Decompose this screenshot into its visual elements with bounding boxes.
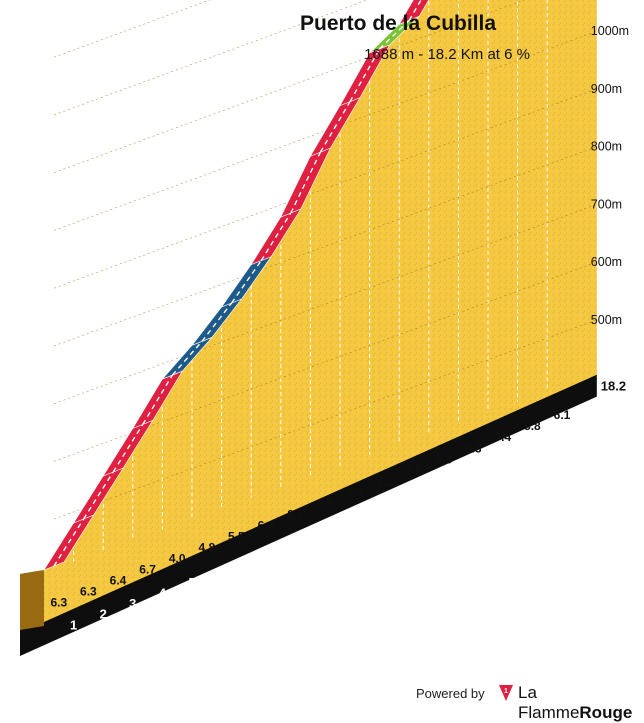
ribbon-centerline-km-10 (319, 101, 351, 153)
gridline-1100 (53, 0, 526, 173)
ribbon-centerline-km-13 (408, 0, 422, 21)
brand-name-bold: Rouge (579, 703, 633, 722)
y-tick-label-800: 800m (591, 140, 622, 154)
km-label-11: 11 (363, 511, 377, 526)
gradient-label-km-11: 7.3 (346, 485, 363, 499)
gradient-label-km-16: 7.4 (494, 430, 511, 444)
km-label-3: 3 (129, 596, 136, 611)
brand-name-regular: La Flamme (518, 683, 580, 722)
gradient-label-km-10: 6.9 (317, 496, 334, 510)
ribbon-centerline-km-5 (171, 340, 203, 376)
gradient-label-km-4: 6.7 (139, 563, 156, 577)
gridline-1200 (53, 0, 368, 116)
ribbon-centerline-km-9 (290, 151, 322, 214)
chart-title: Puerto de la Cubilla (300, 12, 497, 35)
y-tick-label-1000: 1000m (591, 24, 629, 38)
gradient-label-km-6: 4.8 (198, 541, 215, 555)
km-label-12: 12 (392, 500, 406, 515)
profile-area (44, 0, 597, 622)
gradient-label-km-8: 6.4 (258, 518, 275, 532)
gridline-1000 (53, 30, 597, 231)
base-front (20, 374, 597, 656)
km-label-6: 6 (218, 564, 225, 579)
ribbon-centerline-km-2 (83, 471, 114, 520)
gradient-label-km-2: 6.3 (80, 585, 97, 599)
km-label-7: 7 (248, 554, 255, 569)
gradient-label-km-12: 3.1 (376, 474, 393, 488)
km-label-9: 9 (307, 532, 314, 547)
profile-left-face (20, 570, 44, 630)
y-tick-label-600: 600m (591, 255, 622, 269)
gradient-label-km-18: 6.1 (554, 408, 571, 422)
y-tick-label-500: 500m (591, 313, 622, 327)
ribbon-centerline-km-6 (201, 302, 233, 342)
gradient-label-km-15: 6.3 (465, 441, 482, 455)
km-label-14: 14 (451, 479, 466, 494)
brand-name: La FlammeRouge (518, 683, 644, 723)
gradient-label-km-7: 5.5 (228, 530, 245, 544)
ribbon-centerline-km-1 (53, 518, 85, 567)
km-label-10: 10 (333, 522, 347, 537)
km-label-5: 5 (188, 575, 195, 590)
km-label-2: 2 (100, 607, 107, 622)
ribbon-centerline-km-11 (349, 48, 381, 102)
gradient-label-km-17: 5.8 (524, 419, 541, 433)
chart-subtitle: 1688 m - 18.2 Km at 6 % (364, 46, 530, 63)
km-label-1: 1 (70, 617, 77, 632)
km-label-15: 15 (481, 469, 495, 484)
gradient-label-km-3: 6.4 (110, 574, 127, 588)
total-distance-label: 18.2 (601, 379, 626, 394)
km-label-17: 17 (540, 447, 554, 462)
gridline-700 (53, 204, 597, 404)
y-tick-label-700: 700m (591, 197, 622, 211)
ribbon-centerline-km-4 (142, 374, 174, 425)
km-label-16: 16 (510, 458, 524, 473)
gradient-label-km-5: 4.0 (169, 552, 186, 566)
ribbon-centerline-km-3 (112, 424, 144, 473)
gradient-label-km-1: 6.3 (50, 596, 67, 610)
gradient-label-km-9: 8.7 (287, 507, 304, 521)
gridline-500 (53, 319, 597, 520)
gridline-800 (53, 146, 597, 347)
km-label-13: 13 (422, 490, 436, 505)
y-tick-label-900: 900m (591, 82, 622, 96)
gradient-label-km-13: 7.0 (406, 463, 423, 477)
gridline-1300 (53, 0, 211, 58)
ribbon-centerline-km-12 (379, 19, 410, 50)
km-label-8: 8 (277, 543, 284, 558)
km-label-4: 4 (159, 585, 167, 600)
ribbon-centerline-km-8 (260, 212, 292, 261)
powered-by-text: Powered by (416, 686, 485, 701)
gradient-label-km-14: 3.8 (435, 452, 452, 466)
flamme-rouge-logo-icon: 1 (499, 685, 513, 701)
svg-text:1: 1 (504, 688, 508, 695)
gridline-900 (53, 88, 597, 289)
